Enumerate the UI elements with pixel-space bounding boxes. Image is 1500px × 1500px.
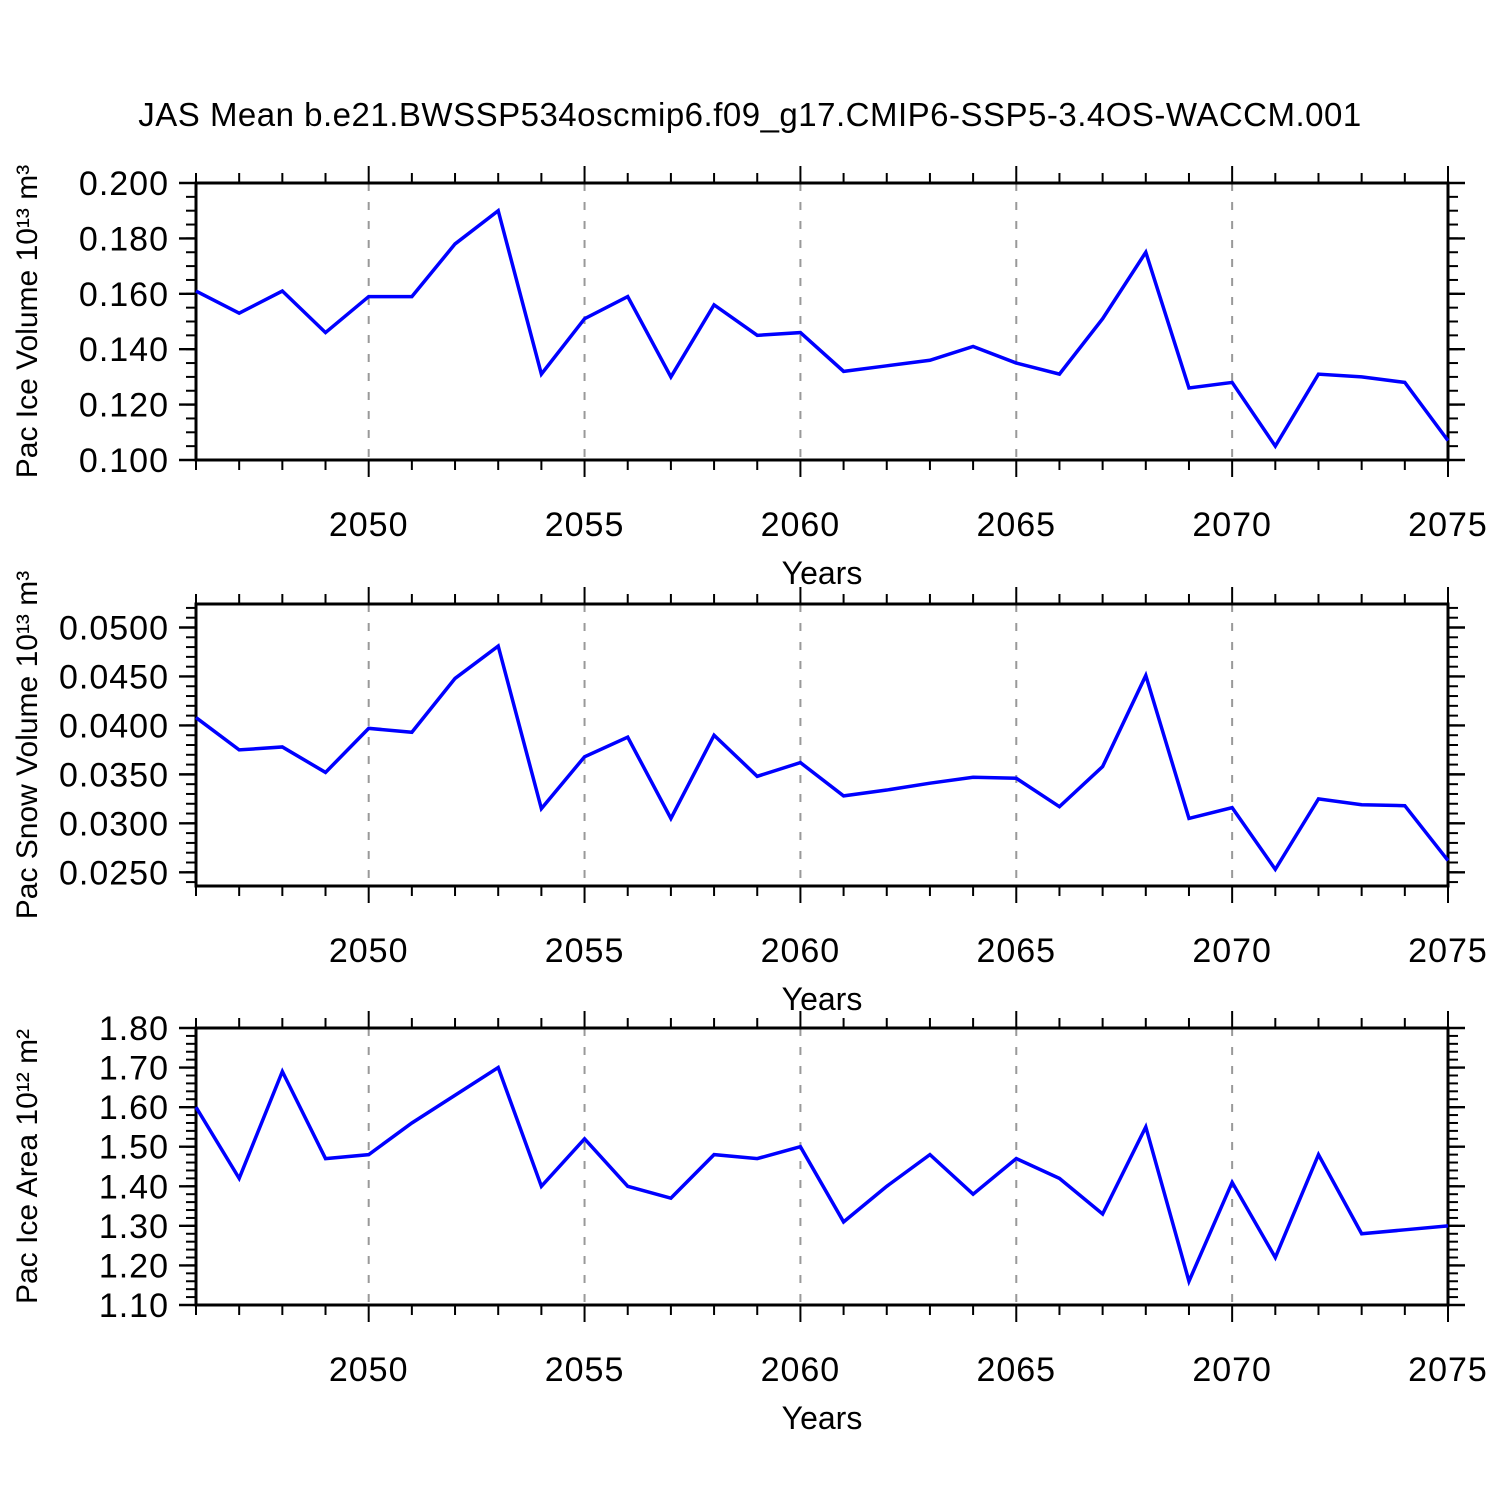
x-tick-label: 2050	[329, 932, 409, 970]
x-tick-label: 2065	[976, 932, 1056, 970]
x-axis-title: Years	[782, 981, 863, 1017]
x-tick-label: 2060	[761, 1351, 841, 1389]
y-tick-label: 0.0450	[59, 658, 169, 696]
x-tick-label: 2070	[1192, 932, 1272, 970]
y-tick-label: 1.60	[99, 1089, 169, 1127]
y-tick-label: 0.0300	[59, 805, 169, 843]
y-tick-label: 0.0250	[59, 854, 169, 892]
y-axis-title: Pac Ice Area 10¹² m²	[11, 1029, 44, 1304]
x-tick-label: 2050	[329, 506, 409, 544]
data-line	[194, 1064, 1449, 1287]
x-tick-label: 2050	[329, 1351, 409, 1389]
data-line	[194, 643, 1450, 873]
y-tick-label: 1.10	[99, 1287, 169, 1325]
figure-title: JAS Mean b.e21.BWSSP534oscmip6.f09_g17.C…	[138, 96, 1362, 133]
x-tick-label: 2075	[1408, 1351, 1488, 1389]
x-axis-title: Years	[782, 555, 863, 591]
y-axis-title: Pac Snow Volume 10¹³ m³	[11, 571, 44, 919]
x-tick-label: 2055	[545, 932, 625, 970]
chart-panel-2: 2050 2055 2060 2065 2070 2075 Years 0.0250 0.030…	[11, 571, 1488, 1017]
x-tick-label: 2065	[976, 1351, 1056, 1389]
x-tick-label: 2055	[545, 1351, 625, 1389]
x-tick-label: 2070	[1192, 506, 1272, 544]
y-tick-label: 1.20	[99, 1247, 169, 1285]
x-tick-label: 2070	[1192, 1351, 1272, 1389]
y-tick-label: 0.0400	[59, 707, 169, 745]
y-tick-label: 1.40	[99, 1168, 169, 1206]
y-tick-label: 0.140	[79, 331, 169, 369]
chart-panel-3: 2050 2055 2060 2065 2070 2075 Years 1.101.201.3…	[11, 1010, 1488, 1436]
y-tick-label: 1.80	[99, 1010, 169, 1048]
y-tick-label: 0.200	[79, 165, 169, 203]
x-tick-label: 2075	[1408, 506, 1488, 544]
y-tick-label: 1.70	[99, 1050, 169, 1088]
plot-frame	[194, 602, 1450, 888]
x-tick-label: 2065	[976, 506, 1056, 544]
y-tick-label: 1.50	[99, 1129, 169, 1167]
x-tick-label: 2060	[761, 932, 841, 970]
x-tick-label: 2075	[1408, 932, 1488, 970]
y-axis-title: Pac Ice Volume 10¹³ m³	[11, 165, 44, 478]
y-tick-label: 1.30	[99, 1208, 169, 1246]
data-line	[195, 207, 1450, 450]
x-tick-label: 2055	[545, 506, 625, 544]
y-tick-label: 0.100	[79, 442, 169, 480]
y-tick-label: 0.180	[79, 220, 169, 258]
plot-frame	[194, 1026, 1450, 1307]
x-tick-label: 2060	[761, 506, 841, 544]
plot-frame	[194, 181, 1450, 462]
y-tick-label: 0.160	[79, 276, 169, 314]
y-tick-label: 0.0350	[59, 756, 169, 794]
chart-panel-1: 2050 2055 2060 2065 2070 2075 Years 0.100 0.120 0…	[11, 165, 1488, 591]
x-axis-title: Years	[782, 1400, 863, 1436]
y-tick-label: 0.0500	[59, 610, 169, 648]
y-tick-label: 0.120	[79, 387, 169, 425]
